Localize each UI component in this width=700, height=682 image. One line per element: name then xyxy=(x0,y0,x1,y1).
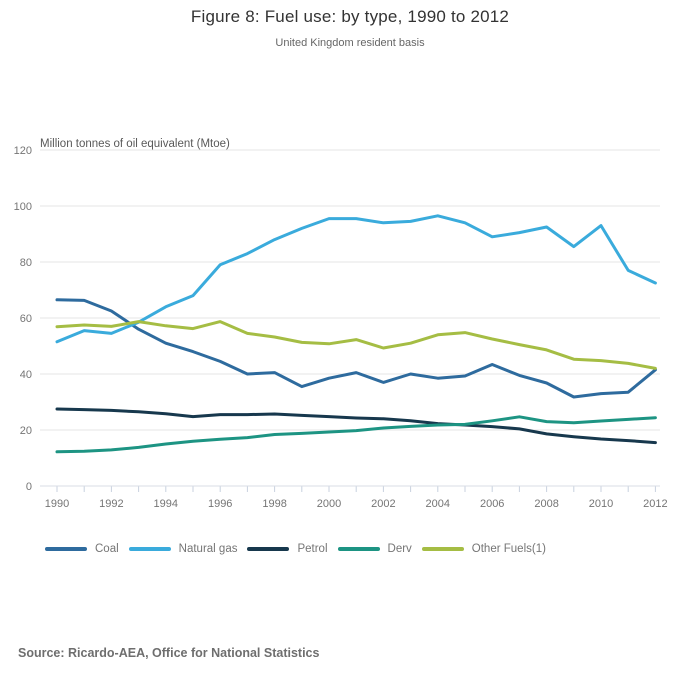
x-tick-label: 1994 xyxy=(154,498,178,510)
x-tick-label: 2012 xyxy=(643,498,667,510)
line-chart-canvas: Million tonnes of oil equivalent (Mtoe) … xyxy=(14,138,668,510)
legend-item-coal: Coal xyxy=(45,543,119,555)
x-tick-label: 2002 xyxy=(371,498,395,510)
legend-label-natural-gas: Natural gas xyxy=(178,543,238,555)
y-tick-label: 40 xyxy=(20,369,32,381)
legend-item-derv: Derv xyxy=(337,543,412,555)
natural-gas-line-swatch xyxy=(128,547,171,551)
x-tick-label: 1990 xyxy=(45,498,69,510)
chart-title: Figure 8: Fuel use: by type, 1990 to 201… xyxy=(190,7,510,26)
legend-label-coal: Coal xyxy=(95,543,119,555)
legend-item-natural-gas: Natural gas xyxy=(128,543,238,555)
y-axis-tick-labels: 0 20 40 60 80 100 120 xyxy=(14,145,32,493)
series-line-other-fuels- xyxy=(55,320,657,370)
x-tick-label: 2006 xyxy=(480,498,504,510)
x-axis-tick-marks xyxy=(56,486,656,492)
chart-legend: Coal Natural gas Petrol Derv Other Fuels… xyxy=(45,543,546,555)
x-tick-label: 1996 xyxy=(208,498,232,510)
y-tick-label: 120 xyxy=(14,145,32,157)
x-tick-label: 2000 xyxy=(317,498,341,510)
x-tick-label: 1992 xyxy=(99,498,123,510)
coal-line-swatch xyxy=(45,547,87,551)
legend-item-petrol: Petrol xyxy=(247,543,328,555)
series-line-coal xyxy=(55,298,657,399)
series-line-derv xyxy=(55,415,657,454)
gridlines xyxy=(40,149,660,487)
y-tick-label: 0 xyxy=(26,481,32,493)
y-tick-label: 100 xyxy=(14,201,32,213)
legend-label-petrol: Petrol xyxy=(297,543,328,555)
legend-label-other-fuels: Other Fuels(1) xyxy=(471,543,546,555)
x-tick-label: 1998 xyxy=(262,498,286,510)
source-note: Source: Ricardo-AEA, Office for National… xyxy=(18,646,320,660)
data-series-lines xyxy=(55,214,657,454)
legend-label-derv: Derv xyxy=(387,543,412,555)
series-line-natural-gas xyxy=(55,214,657,344)
x-axis-tick-labels: 1990 1992 1994 1996 1998 2000 2002 2004 2006 2008… xyxy=(45,498,668,510)
y-tick-label: 20 xyxy=(20,425,32,437)
y-axis-unit-label: Million tonnes of oil equivalent (Mtoe) xyxy=(40,138,230,150)
derv-line-swatch xyxy=(337,547,380,551)
other-fuels-line-swatch xyxy=(421,547,464,551)
petrol-line-swatch xyxy=(247,547,290,551)
y-tick-label: 80 xyxy=(20,257,32,269)
x-tick-label: 2004 xyxy=(426,498,450,510)
x-tick-label: 2010 xyxy=(589,498,613,510)
legend-item-other-fuels: Other Fuels(1) xyxy=(421,543,546,555)
x-tick-label: 2008 xyxy=(534,498,558,510)
series-line-petrol xyxy=(55,407,657,445)
y-tick-label: 60 xyxy=(20,313,32,325)
chart-subtitle: United Kingdom resident basis xyxy=(275,37,425,49)
